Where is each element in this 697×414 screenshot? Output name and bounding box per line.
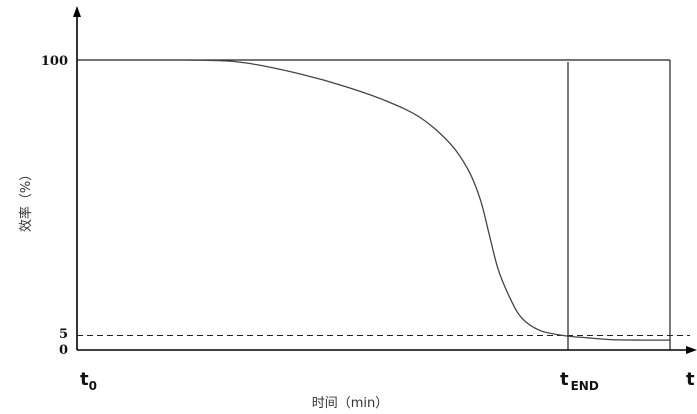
y-axis-arrow <box>73 6 81 17</box>
y-tick-0: 0 <box>59 343 68 358</box>
x-axis-arrow <box>686 346 697 354</box>
x-mark-end: t END <box>560 369 599 393</box>
x-mark-start: t0 <box>80 369 97 393</box>
x-mark-end-sub: END <box>571 379 599 393</box>
x-mark-start-main: t <box>80 369 89 390</box>
x-mark-start-sub: 0 <box>89 379 97 393</box>
x-axis-title: 时间（min） <box>312 396 389 411</box>
efficiency-curve <box>183 59 671 341</box>
y-axis-title: 效率（%） <box>18 168 34 232</box>
y-tick-5: 5 <box>59 327 68 342</box>
y-tick-100: 100 <box>41 54 68 69</box>
x-mark-end-main: t <box>560 369 569 390</box>
x-mark-axis-end: t <box>686 369 695 390</box>
